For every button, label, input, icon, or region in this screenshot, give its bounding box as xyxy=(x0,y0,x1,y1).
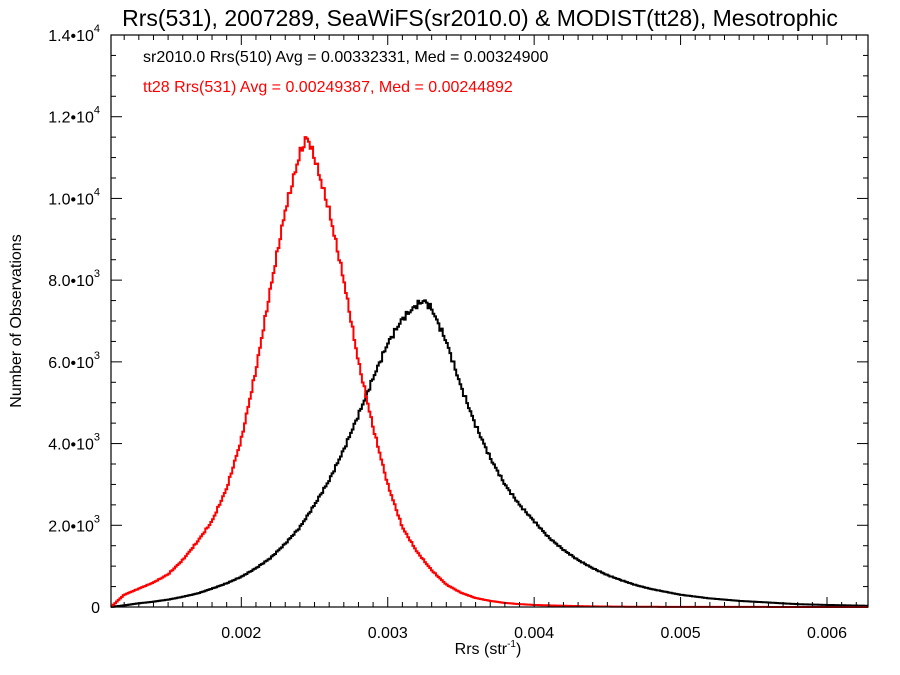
series-line-0 xyxy=(111,299,869,608)
x-axis-label: Rrs (str-1) xyxy=(455,639,522,658)
y-tick-label: 2.0•103 xyxy=(48,513,100,535)
y-axis-label: Number of Observations xyxy=(8,234,25,407)
x-axis-label-main: Rrs (str xyxy=(455,641,508,658)
legend-entry-tt28: tt28 Rrs(531) Avg = 0.00249387, Med = 0.… xyxy=(143,79,513,96)
y-tick-label: 0 xyxy=(91,600,100,617)
y-tick-label: 1.0•104 xyxy=(48,186,100,208)
x-tick-label: 0.003 xyxy=(368,625,408,642)
y-tick-label: 4.0•103 xyxy=(48,432,100,454)
legend-entry-sr2010: sr2010.0 Rrs(510) Avg = 0.00332331, Med … xyxy=(143,49,548,66)
x-tick-label: 0.006 xyxy=(807,625,847,642)
plot-frame xyxy=(110,34,869,608)
ticks-layer xyxy=(111,34,868,608)
y-tick-label: 1.4•104 xyxy=(48,23,100,45)
x-tick-label: 0.002 xyxy=(221,625,261,642)
y-tick-label: 8.0•103 xyxy=(48,268,100,290)
x-tick-label: 0.005 xyxy=(661,625,701,642)
y-tick-label: 1.2•104 xyxy=(48,105,100,127)
x-axis-label-sup: -1 xyxy=(507,639,516,650)
x-tick-label: 0.004 xyxy=(514,625,554,642)
x-axis-label-end: ) xyxy=(516,641,521,658)
series-layer xyxy=(111,136,869,608)
tick-labels-layer: 0.002 0.003 0.004 0.005 0.006 0 2.0•103 4.0•103… xyxy=(48,23,847,642)
series-line-1 xyxy=(111,136,868,608)
chart-title: Rrs(531), 2007289, SeaWiFS(sr2010.0) & M… xyxy=(122,5,838,31)
y-tick-label: 6.0•103 xyxy=(48,350,100,372)
